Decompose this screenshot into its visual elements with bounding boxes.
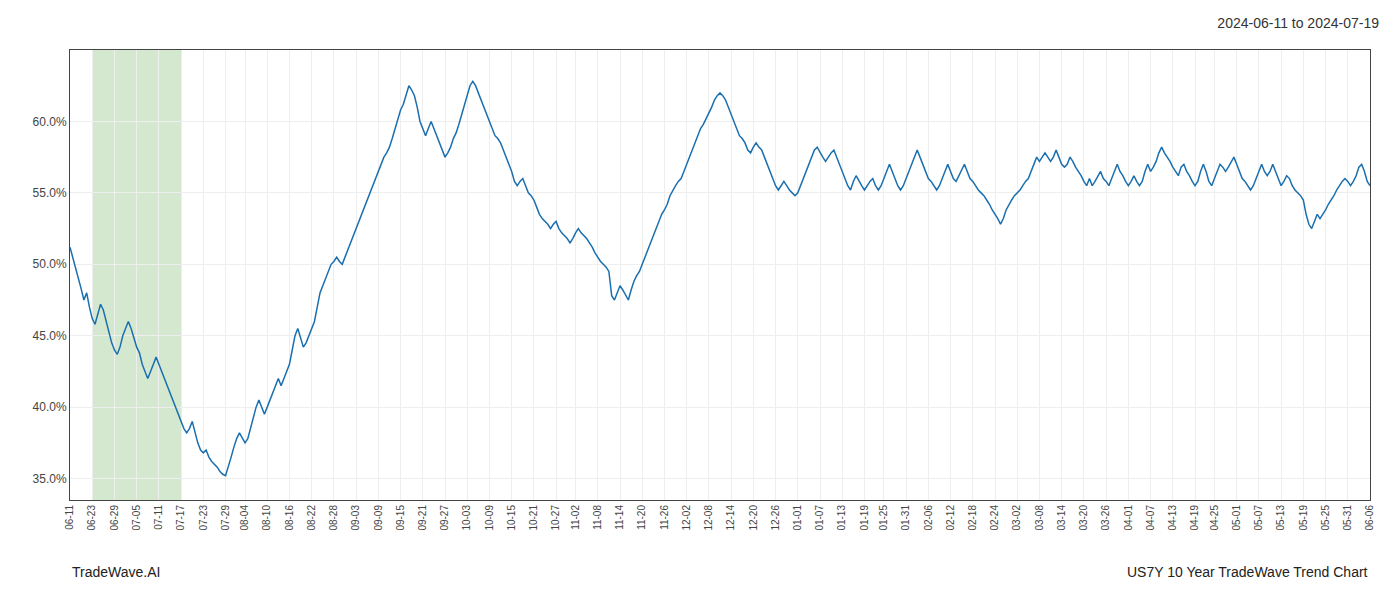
svg-text:45.0%: 45.0% xyxy=(33,329,67,343)
svg-text:04-19: 04-19 xyxy=(1189,505,1200,531)
svg-text:35.0%: 35.0% xyxy=(33,472,67,486)
svg-text:60.0%: 60.0% xyxy=(33,115,67,129)
svg-text:03-14: 03-14 xyxy=(1056,505,1067,531)
svg-text:04-01: 04-01 xyxy=(1123,505,1134,531)
svg-text:05-13: 05-13 xyxy=(1275,505,1286,531)
svg-text:08-04: 08-04 xyxy=(239,505,250,531)
svg-text:12-26: 12-26 xyxy=(770,505,781,531)
svg-text:01-31: 01-31 xyxy=(900,505,911,531)
svg-text:01-07: 01-07 xyxy=(814,505,825,531)
svg-text:03-08: 03-08 xyxy=(1034,505,1045,531)
svg-text:09-03: 09-03 xyxy=(350,505,361,531)
svg-text:04-25: 04-25 xyxy=(1209,505,1220,531)
svg-text:01-25: 01-25 xyxy=(878,505,889,531)
svg-text:50.0%: 50.0% xyxy=(33,257,67,271)
svg-text:07-23: 07-23 xyxy=(198,505,209,531)
svg-text:06-23: 06-23 xyxy=(86,505,97,531)
svg-text:11-08: 11-08 xyxy=(592,505,603,530)
svg-text:40.0%: 40.0% xyxy=(33,400,67,414)
svg-text:07-17: 07-17 xyxy=(175,505,186,531)
svg-text:08-16: 08-16 xyxy=(284,505,295,531)
svg-text:09-09: 09-09 xyxy=(373,505,384,531)
svg-text:08-22: 08-22 xyxy=(306,505,317,531)
svg-text:07-29: 07-29 xyxy=(220,505,231,531)
svg-text:2024-06-11 to 2024-07-19: 2024-06-11 to 2024-07-19 xyxy=(1217,15,1379,31)
svg-text:03-26: 03-26 xyxy=(1100,505,1111,531)
svg-text:06-29: 06-29 xyxy=(109,505,120,531)
svg-text:TradeWave.AI: TradeWave.AI xyxy=(72,564,160,580)
svg-text:01-19: 01-19 xyxy=(859,505,870,531)
svg-text:01-13: 01-13 xyxy=(836,505,847,531)
svg-text:05-25: 05-25 xyxy=(1320,505,1331,531)
svg-text:09-21: 09-21 xyxy=(417,505,428,531)
svg-text:12-02: 12-02 xyxy=(681,505,692,531)
svg-text:05-19: 05-19 xyxy=(1298,505,1309,531)
svg-text:12-14: 12-14 xyxy=(725,505,736,531)
svg-text:10-03: 10-03 xyxy=(461,505,472,531)
svg-text:10-09: 10-09 xyxy=(484,505,495,531)
svg-text:06-06: 06-06 xyxy=(1364,505,1375,531)
svg-text:05-31: 05-31 xyxy=(1342,505,1353,531)
svg-text:02-06: 02-06 xyxy=(923,505,934,531)
svg-text:09-15: 09-15 xyxy=(395,505,406,531)
svg-text:10-15: 10-15 xyxy=(506,505,517,531)
svg-text:09-27: 09-27 xyxy=(439,505,450,531)
svg-text:02-24: 02-24 xyxy=(989,505,1000,531)
svg-text:08-28: 08-28 xyxy=(328,505,339,531)
svg-text:05-01: 05-01 xyxy=(1231,505,1242,531)
svg-text:04-13: 04-13 xyxy=(1167,505,1178,531)
svg-text:11-20: 11-20 xyxy=(636,505,647,530)
svg-text:55.0%: 55.0% xyxy=(33,186,67,200)
svg-text:11-02: 11-02 xyxy=(570,505,581,530)
svg-text:01-01: 01-01 xyxy=(792,505,803,531)
svg-text:03-20: 03-20 xyxy=(1078,505,1089,531)
svg-text:02-12: 02-12 xyxy=(945,505,956,531)
svg-text:02-18: 02-18 xyxy=(967,505,978,531)
svg-text:10-21: 10-21 xyxy=(528,505,539,531)
svg-text:04-07: 04-07 xyxy=(1145,505,1156,531)
svg-text:12-20: 12-20 xyxy=(748,505,759,531)
svg-text:08-10: 08-10 xyxy=(261,505,272,531)
svg-text:07-05: 07-05 xyxy=(131,505,142,531)
svg-text:03-02: 03-02 xyxy=(1011,505,1022,531)
svg-text:US7Y 10 Year TradeWave Trend C: US7Y 10 Year TradeWave Trend Chart xyxy=(1127,564,1368,580)
svg-text:11-14: 11-14 xyxy=(614,505,625,530)
svg-text:05-07: 05-07 xyxy=(1253,505,1264,531)
svg-text:12-08: 12-08 xyxy=(703,505,714,531)
svg-text:10-27: 10-27 xyxy=(550,505,561,531)
svg-text:06-11: 06-11 xyxy=(64,505,75,530)
svg-text:11-26: 11-26 xyxy=(659,505,670,530)
svg-text:07-11: 07-11 xyxy=(153,505,164,530)
